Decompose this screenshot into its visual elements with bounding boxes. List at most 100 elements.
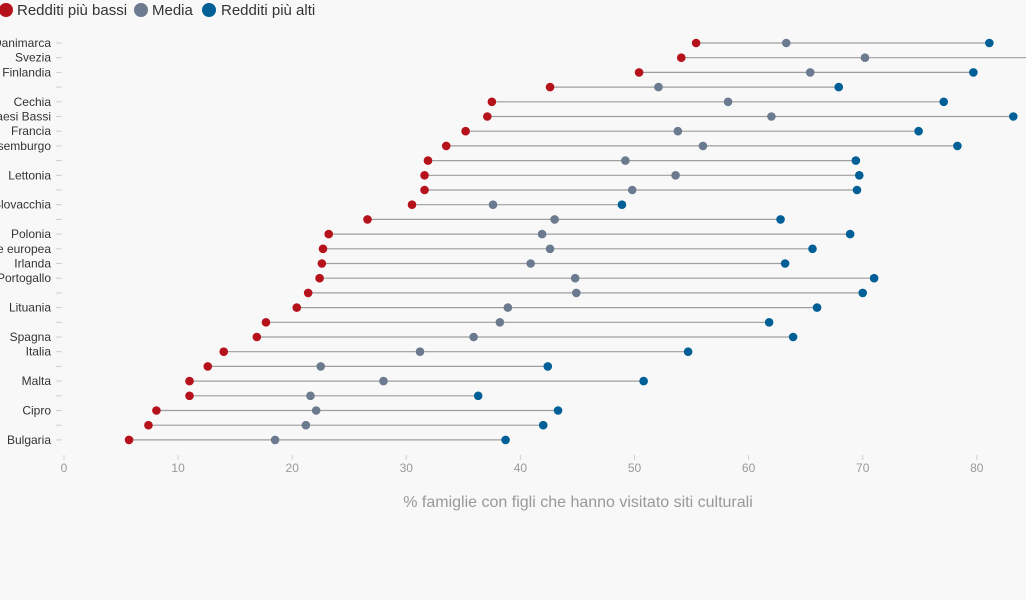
dot-high bbox=[538, 420, 548, 430]
dot-mid bbox=[270, 435, 280, 445]
chart-row: Svezia bbox=[15, 51, 1026, 65]
x-tick-label: 30 bbox=[400, 461, 414, 475]
dot-low bbox=[185, 391, 194, 401]
dot-mid bbox=[860, 53, 870, 62]
dot-high bbox=[543, 362, 553, 371]
dot-mid bbox=[415, 347, 425, 357]
dot-mid bbox=[805, 68, 815, 77]
dot-high bbox=[808, 244, 817, 254]
chart-row: Finlandia bbox=[2, 65, 978, 79]
y-tick-label: Finlandia bbox=[2, 65, 51, 79]
y-tick-label: Slovacchia bbox=[0, 198, 51, 212]
dot-low bbox=[315, 273, 324, 283]
chart-row: Portogallo bbox=[0, 271, 879, 285]
dot-high bbox=[764, 318, 774, 327]
dot-mid bbox=[723, 97, 733, 107]
dot-high bbox=[780, 259, 790, 268]
y-tick-label: Portogallo bbox=[0, 271, 51, 285]
dot-mid bbox=[488, 200, 498, 209]
dot-low bbox=[124, 435, 134, 445]
dot-high bbox=[1009, 112, 1018, 121]
dot-high bbox=[553, 406, 563, 415]
y-tick-label: Danimarca bbox=[0, 36, 51, 50]
chart-row: Francia bbox=[11, 124, 923, 138]
dot-low bbox=[219, 347, 229, 357]
dot-high bbox=[812, 303, 822, 312]
chart-row: Irlanda bbox=[14, 257, 790, 271]
dot-low bbox=[487, 97, 497, 107]
dot-low bbox=[252, 332, 262, 342]
y-tick-label: Svezia bbox=[15, 51, 51, 65]
y-tick-label: Lussemburgo bbox=[0, 139, 51, 153]
legend-marker-low bbox=[0, 3, 13, 17]
chart-row: Lettonia bbox=[8, 168, 864, 182]
chart-row: Lituania bbox=[9, 301, 822, 315]
dot-mid bbox=[550, 215, 559, 224]
dot-high bbox=[851, 156, 861, 165]
chart-row bbox=[56, 362, 553, 371]
dot-low bbox=[363, 215, 372, 224]
dot-low bbox=[545, 82, 555, 92]
dot-mid bbox=[301, 420, 311, 430]
chart-row bbox=[56, 288, 867, 298]
dot-low bbox=[317, 259, 327, 268]
dot-high bbox=[639, 376, 648, 386]
dot-high bbox=[473, 391, 483, 401]
dot-mid bbox=[311, 406, 321, 415]
legend-label-low: Redditi più bassi bbox=[17, 2, 127, 19]
dot-low bbox=[420, 171, 429, 180]
legend-marker-mid bbox=[134, 3, 148, 17]
dot-mid bbox=[781, 38, 791, 48]
dot-high bbox=[858, 288, 867, 298]
dot-mid bbox=[767, 112, 776, 121]
dot-mid bbox=[572, 288, 581, 298]
dot-high bbox=[869, 273, 879, 283]
plot-area: DanimarcaSveziaFinlandia CechiaPaesi Bass… bbox=[0, 36, 1026, 447]
dot-low bbox=[423, 156, 433, 165]
chart-row: Paesi Bassi bbox=[0, 110, 1018, 124]
chart-row bbox=[56, 185, 862, 195]
dot-high bbox=[969, 68, 978, 77]
y-tick-label: Irlanda bbox=[14, 257, 51, 271]
dot-high bbox=[845, 229, 855, 239]
x-tick-label: 60 bbox=[742, 461, 756, 475]
legend-label-high: Redditi più alti bbox=[221, 2, 315, 19]
dot-high bbox=[776, 215, 785, 224]
dot-low bbox=[144, 420, 153, 430]
dot-mid bbox=[671, 171, 680, 180]
dot-low bbox=[152, 406, 161, 415]
chart-row: Danimarca bbox=[0, 36, 994, 50]
dot-low bbox=[292, 303, 302, 312]
dot-mid bbox=[306, 391, 315, 401]
dot-high bbox=[501, 435, 510, 445]
dot-low bbox=[324, 229, 334, 239]
y-tick-label: Unione europea bbox=[0, 242, 51, 256]
chart-row: Bulgaria bbox=[7, 433, 510, 447]
dot-low bbox=[303, 288, 313, 298]
x-tick-label: 20 bbox=[286, 461, 300, 475]
y-tick-label: Cipro bbox=[22, 404, 51, 418]
dot-mid bbox=[545, 244, 555, 254]
dot-high bbox=[914, 126, 923, 136]
dot-low bbox=[691, 38, 701, 48]
x-tick-label: 40 bbox=[514, 461, 528, 475]
dot-mid bbox=[495, 318, 505, 327]
x-tick-label: 0 bbox=[61, 461, 68, 475]
x-tick-label: 50 bbox=[628, 461, 642, 475]
dot-mid bbox=[379, 376, 388, 386]
dot-low bbox=[420, 185, 429, 195]
chart-row: Cipro bbox=[22, 404, 563, 418]
dot-high bbox=[939, 97, 949, 107]
dot-high bbox=[617, 200, 627, 209]
dot-low bbox=[483, 112, 492, 121]
x-tick-label: 80 bbox=[970, 461, 984, 475]
y-tick-label: Malta bbox=[22, 374, 52, 388]
dot-mid bbox=[537, 229, 547, 239]
dot-low bbox=[407, 200, 417, 209]
dot-low bbox=[318, 244, 328, 254]
chart-row bbox=[56, 391, 483, 401]
dot-mid bbox=[469, 332, 478, 342]
chart-row: Polonia bbox=[11, 227, 855, 241]
